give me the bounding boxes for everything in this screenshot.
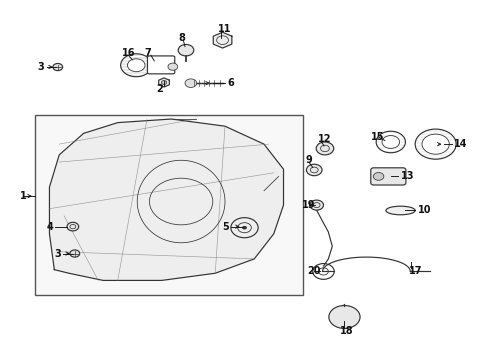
Text: 7: 7 [144,48,151,58]
Circle shape [70,250,80,257]
Text: 12: 12 [317,134,330,144]
Circle shape [167,63,177,70]
Text: 6: 6 [227,78,234,88]
Text: 4: 4 [47,222,54,231]
Text: 13: 13 [400,171,413,181]
Circle shape [242,226,246,229]
Text: 2: 2 [157,84,163,94]
Text: 17: 17 [408,266,422,276]
Text: 11: 11 [217,24,231,35]
Text: 14: 14 [453,139,467,149]
Polygon shape [213,32,231,48]
Polygon shape [159,78,169,87]
Text: 20: 20 [306,266,320,276]
Text: 10: 10 [417,206,430,216]
Circle shape [184,79,196,87]
Circle shape [67,222,79,231]
Circle shape [161,81,166,84]
Circle shape [372,172,383,180]
Text: 8: 8 [178,33,185,43]
Bar [35,116,303,295]
Circle shape [328,306,359,328]
Circle shape [316,142,333,155]
Circle shape [309,200,323,210]
Text: 16: 16 [122,48,135,58]
Ellipse shape [385,206,414,215]
Text: 1: 1 [20,191,27,201]
Text: 3: 3 [37,62,44,72]
FancyBboxPatch shape [370,168,405,185]
Circle shape [53,63,62,71]
Text: 5: 5 [222,222,229,231]
Text: 9: 9 [305,155,311,165]
Text: 15: 15 [370,132,384,142]
Text: 19: 19 [302,200,315,210]
FancyBboxPatch shape [147,56,174,74]
Circle shape [178,44,193,56]
Text: 18: 18 [339,325,352,336]
Polygon shape [49,119,283,280]
Circle shape [306,164,322,176]
Text: 3: 3 [54,248,61,258]
